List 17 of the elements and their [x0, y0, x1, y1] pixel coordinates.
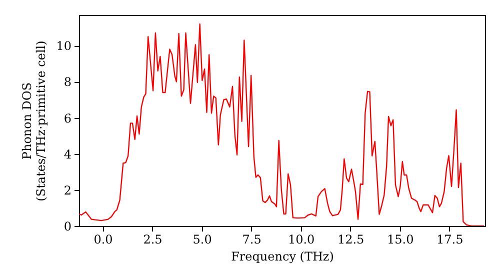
x-tick-label: 12.5	[337, 232, 364, 246]
y-axis-title: Phonon DOS (States/THz·primitive cell)	[20, 40, 48, 202]
x-tick-label: 15.0	[386, 232, 414, 246]
x-tick-label: 2.5	[143, 232, 162, 246]
y-tick-label: 4	[64, 147, 72, 162]
y-tick-label: 8	[64, 75, 72, 90]
x-tick-label: 10.0	[288, 232, 315, 246]
y-tick-label: 10	[56, 39, 72, 54]
y-tick-label: 2	[64, 183, 72, 198]
line-series	[79, 23, 485, 226]
y-tick-label: 6	[64, 111, 72, 126]
x-tick-label: 17.5	[436, 232, 464, 246]
x-tick-label: 7.5	[242, 232, 262, 246]
x-tick-label: 0.0	[94, 232, 113, 246]
y-tick-label: 0	[64, 220, 72, 234]
x-axis-title: Frequency (THz)	[231, 250, 334, 264]
x-tick-label: 5.0	[192, 232, 212, 246]
